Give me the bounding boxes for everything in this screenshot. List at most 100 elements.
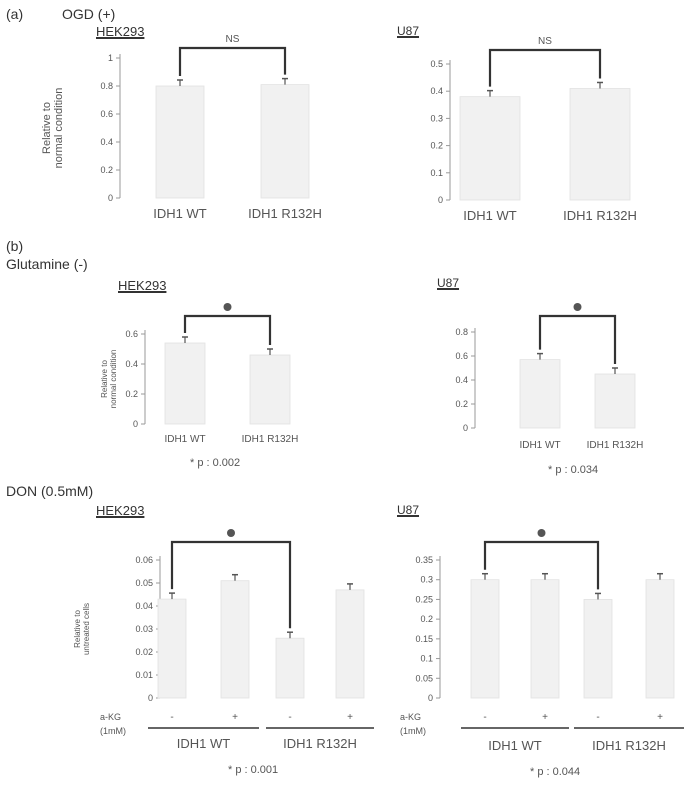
treatment-label: (1mM) bbox=[400, 726, 426, 736]
category-label: IDH1 R132H bbox=[592, 738, 666, 753]
y-tick-label: 0.4 bbox=[455, 375, 468, 385]
section-a-condition: OGD (+) bbox=[62, 6, 116, 22]
pvalue-don-hek293: * p : 0.001 bbox=[228, 764, 279, 776]
y-tick-label: 1 bbox=[108, 53, 113, 63]
bar bbox=[583, 599, 613, 699]
bar bbox=[164, 342, 206, 425]
bar bbox=[569, 88, 631, 201]
treatment-sign: - bbox=[596, 712, 599, 723]
y-tick-label: 0.2 bbox=[125, 389, 138, 399]
y-tick-label: 0.4 bbox=[100, 137, 113, 147]
treatment-sign: + bbox=[232, 712, 238, 723]
category-label: IDH1 R132H bbox=[587, 440, 644, 451]
treatment-sign: + bbox=[542, 712, 548, 723]
y-tick-label: 0.3 bbox=[430, 113, 443, 123]
panel-title-don-u87: U87 bbox=[397, 503, 420, 517]
category-label: IDH1 R132H bbox=[563, 208, 637, 223]
chart-don-hek293: 0 0.01 0.02 0.03 0.04 0.05 0.06 Relative tountr… bbox=[73, 529, 374, 751]
y-tick-label: 0.2 bbox=[100, 165, 113, 175]
y-tick-label: 0 bbox=[133, 419, 138, 429]
category-label: IDH1 R132H bbox=[242, 434, 299, 445]
y-tick-label: 0.8 bbox=[455, 327, 468, 337]
significance-bracket bbox=[483, 540, 600, 590]
significance-star bbox=[227, 529, 235, 537]
category-label: IDH1 WT bbox=[177, 736, 231, 751]
y-tick-label: 0 bbox=[148, 693, 153, 703]
treatment-sign: + bbox=[657, 712, 663, 723]
y-tick-label: 0 bbox=[428, 693, 433, 703]
y-tick-label: 0.03 bbox=[135, 624, 153, 634]
y-tick-label: 0.35 bbox=[415, 555, 433, 565]
y-axis-label: Relative tonormal condition bbox=[100, 350, 118, 409]
y-tick-label: 0 bbox=[438, 195, 443, 205]
treatment-sign: - bbox=[170, 712, 173, 723]
treatment-sign: - bbox=[483, 712, 486, 723]
y-tick-label: 0.15 bbox=[415, 634, 433, 644]
bar bbox=[249, 354, 291, 425]
significance-label: NS bbox=[538, 36, 552, 47]
category-label: IDH1 WT bbox=[519, 440, 560, 451]
y-tick-label: 0.6 bbox=[100, 109, 113, 119]
bar bbox=[470, 579, 500, 699]
y-tick-label: 0.04 bbox=[135, 601, 153, 611]
panel-title-ogd-hek293: HEK293 bbox=[96, 24, 145, 39]
section-b-label: (b) bbox=[6, 238, 24, 254]
treatment-label: a-KG bbox=[100, 712, 121, 722]
treatment-sign: - bbox=[288, 712, 291, 723]
significance-star bbox=[537, 529, 546, 537]
bar bbox=[530, 579, 560, 699]
chart-ogd-u87: 0 0.1 0.2 0.3 0.4 0.5 NS IDH1 WT IDH1 R132H bbox=[430, 36, 636, 223]
y-tick-label: 0.4 bbox=[430, 86, 443, 96]
y-axis-label: Relative tountreated cells bbox=[73, 603, 91, 655]
y-tick-label: 0.8 bbox=[100, 81, 113, 91]
y-tick-label: 0.1 bbox=[420, 654, 433, 664]
category-label: IDH1 WT bbox=[164, 434, 205, 445]
y-tick-label: 0.1 bbox=[430, 168, 443, 178]
bar bbox=[155, 85, 205, 199]
category-label: IDH1 WT bbox=[488, 738, 542, 753]
chart-glu-hek293: 0 0.2 0.4 0.6 Relative tonormal condition IDH… bbox=[100, 303, 299, 445]
panel-title-glu-u87: U87 bbox=[437, 276, 460, 290]
bar bbox=[519, 359, 561, 429]
y-tick-label: 0.4 bbox=[125, 359, 138, 369]
bar bbox=[275, 637, 305, 699]
y-tick-label: 0 bbox=[108, 193, 113, 203]
treatment-label: a-KG bbox=[400, 712, 421, 722]
y-tick-label: 0.2 bbox=[455, 399, 468, 409]
category-label: IDH1 R132H bbox=[283, 736, 357, 751]
significance-bracket bbox=[170, 540, 292, 629]
panel-title-glu-hek293: HEK293 bbox=[118, 278, 167, 293]
category-label: IDH1 R132H bbox=[248, 206, 322, 221]
significance-bracket bbox=[178, 46, 287, 76]
significance-bracket bbox=[538, 314, 617, 364]
y-tick-label: 0.25 bbox=[415, 594, 433, 604]
y-tick-label: 0.5 bbox=[430, 59, 443, 69]
y-tick-label: 0.01 bbox=[135, 670, 153, 680]
category-label: IDH1 WT bbox=[463, 208, 517, 223]
pvalue-don-u87: * p : 0.044 bbox=[530, 766, 581, 778]
significance-label: NS bbox=[226, 34, 240, 45]
significance-bracket bbox=[183, 314, 272, 345]
panel-title-ogd-u87: U87 bbox=[397, 24, 420, 38]
y-tick-label: 0.6 bbox=[125, 329, 138, 339]
y-axis-label: Relative tonormal condition bbox=[41, 88, 65, 169]
bar bbox=[260, 84, 310, 199]
category-label: IDH1 WT bbox=[153, 206, 207, 221]
panel-title-don-hek293: HEK293 bbox=[96, 503, 145, 518]
pvalue-glu-hek293: * p : 0.002 bbox=[190, 457, 241, 469]
y-tick-label: 0.05 bbox=[415, 673, 433, 683]
bar bbox=[335, 589, 365, 699]
y-tick-label: 0.06 bbox=[135, 555, 153, 565]
bar bbox=[459, 96, 521, 201]
section-a-label: (a) bbox=[6, 6, 24, 22]
treatment-label: (1mM) bbox=[100, 726, 126, 736]
chart-glu-u87: 0 0.2 0.4 0.6 0.8 IDH1 WT IDH1 R132H bbox=[455, 303, 644, 451]
y-tick-label: 0.3 bbox=[420, 575, 433, 585]
treatment-sign: + bbox=[347, 712, 353, 723]
chart-ogd-hek293: 0 0.2 0.4 0.6 0.8 1 Relative tonormal conditio… bbox=[41, 34, 322, 221]
bar bbox=[157, 598, 187, 699]
y-tick-label: 0.05 bbox=[135, 578, 153, 588]
section-b-condition: Glutamine (-) bbox=[6, 256, 88, 272]
bar bbox=[220, 580, 250, 699]
y-tick-label: 0 bbox=[463, 423, 468, 433]
